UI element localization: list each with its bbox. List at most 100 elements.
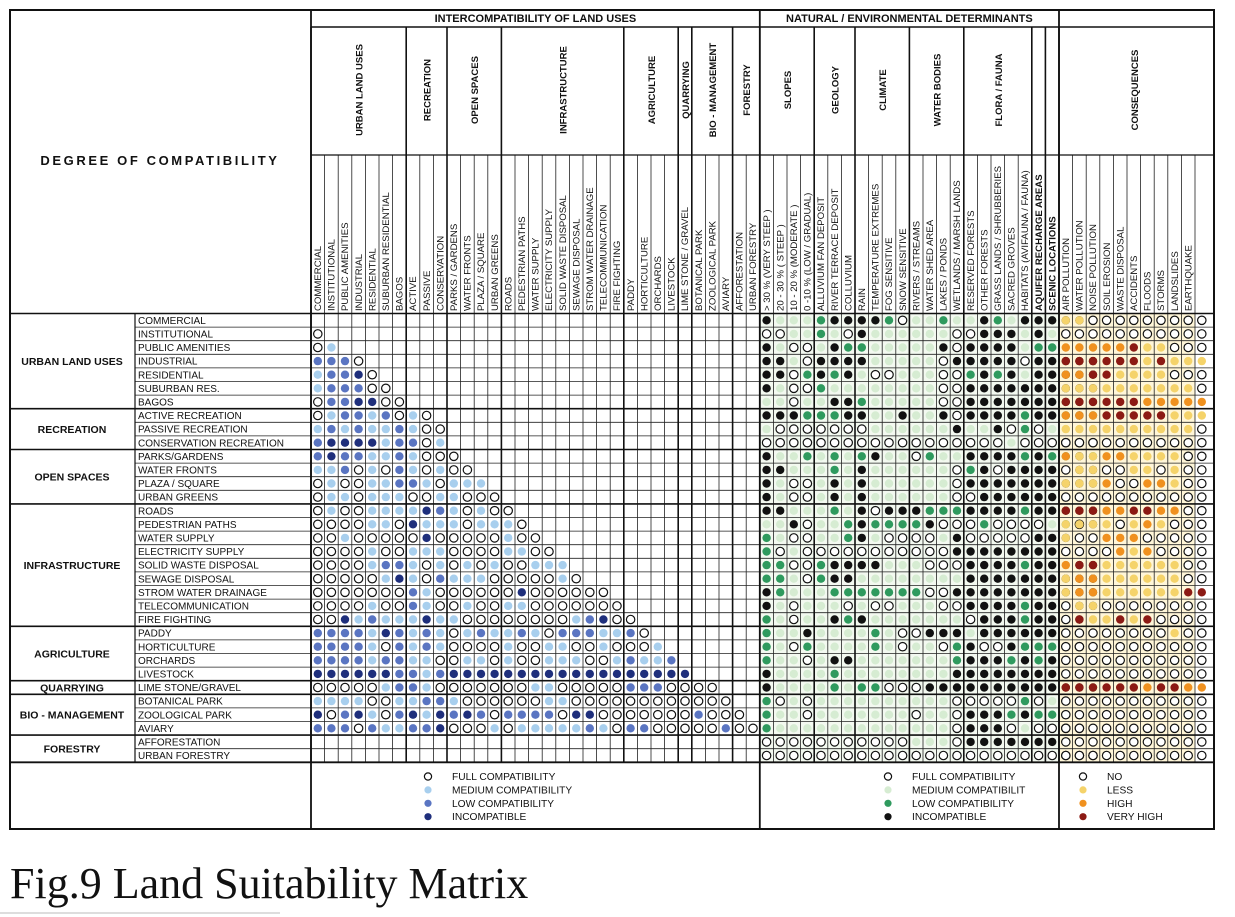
intercompat-dot: [313, 356, 322, 366]
environment-dot: [844, 397, 853, 407]
environment-dot: [912, 370, 921, 379]
environment-dot: [762, 642, 771, 651]
intercompat-dot: [408, 506, 418, 515]
intercompat-dot: [340, 533, 350, 543]
environment-dot: [993, 560, 1002, 570]
environment-dot: [816, 465, 826, 475]
environment-dot: [993, 492, 1002, 502]
environment-dot: [830, 452, 839, 461]
row-group-label: BIO - MANAGEMENT: [20, 710, 125, 722]
consequence-dot: [1075, 465, 1084, 475]
environment-dot: [925, 411, 934, 420]
intercompat-dot: [368, 438, 377, 447]
environment-dot: [803, 628, 812, 638]
environment-dot: [871, 356, 880, 366]
intercompat-dot: [326, 614, 337, 625]
environment-dot: [1033, 519, 1044, 530]
consequence-dot: [1156, 696, 1166, 706]
environment-dot: [1047, 723, 1057, 734]
environment-dot: [925, 343, 934, 352]
consequence-dot: [1142, 737, 1153, 747]
environment-dot: [803, 642, 812, 651]
environment-dot: [803, 683, 812, 692]
legend-swatch: [1078, 772, 1088, 781]
consequence-dot: [1115, 601, 1125, 611]
environment-dot: [980, 506, 989, 515]
consequence-dot: [1088, 615, 1098, 624]
intercompat-dot: [517, 710, 526, 719]
intercompat-dot: [612, 628, 622, 638]
intercompat-dot: [680, 669, 690, 679]
environment-dot: [1048, 479, 1057, 488]
intercompat-dot: [381, 656, 390, 665]
intercompat-dot: [463, 710, 472, 719]
consequence-dot: [1129, 356, 1139, 366]
intercompat-dot: [408, 560, 418, 570]
intercompat-dot: [353, 492, 364, 502]
intercompat-dot: [449, 506, 458, 515]
intercompat-dot: [436, 574, 445, 583]
intercompat-dot: [530, 696, 541, 706]
row-label: WATER FRONTS: [138, 466, 217, 477]
consequence-dot: [1184, 384, 1193, 393]
environment-dot: [775, 329, 785, 339]
column-label: COMMERCIAL: [313, 245, 324, 311]
environment-dot: [1034, 574, 1043, 583]
environment-dot: [898, 506, 907, 515]
intercompat-dot: [408, 696, 418, 706]
intercompat-dot: [408, 642, 418, 651]
environment-dot: [938, 356, 949, 366]
environment-dot: [979, 437, 989, 448]
environment-dot: [843, 424, 853, 434]
consequence-dot: [1143, 574, 1152, 583]
environment-dot: [993, 710, 1002, 719]
consequence-dot: [1061, 601, 1071, 611]
environment-dot: [789, 574, 798, 583]
environment-dot: [776, 588, 785, 597]
row-group-label: URBAN LAND USES: [21, 356, 123, 368]
environment-dot: [897, 628, 908, 638]
environment-dot: [938, 397, 949, 407]
row-label: FIRE FIGHTING: [138, 615, 212, 626]
row-group-label: QUARRYING: [40, 683, 104, 695]
intercompat-dot: [626, 628, 635, 638]
consequence-dot: [1101, 723, 1112, 734]
environment-dot: [776, 724, 785, 733]
consequence-dot: [1129, 533, 1139, 543]
consequence-dot: [1061, 424, 1071, 434]
column-label: NOISE POLLUTION: [1088, 224, 1099, 311]
environment-dot: [898, 452, 907, 461]
consequence-dot: [1170, 465, 1179, 475]
consequence-dot: [1156, 520, 1166, 529]
consequence-dot: [1061, 588, 1071, 597]
intercompat-dot: [517, 628, 526, 638]
intercompat-dot: [380, 465, 391, 475]
environment-dot: [912, 384, 921, 393]
intercompat-dot: [327, 696, 336, 706]
consequence-dot: [1088, 465, 1098, 475]
consequence-dot: [1156, 479, 1166, 488]
environment-dot: [966, 411, 975, 420]
intercompat-dot: [516, 641, 527, 652]
environment-dot: [802, 546, 813, 557]
intercompat-dot: [476, 614, 486, 625]
environment-dot: [952, 437, 962, 448]
intercompat-dot: [571, 587, 581, 598]
consequence-dot: [1129, 669, 1139, 679]
environment-dot: [870, 750, 881, 761]
consequence-dot: [1169, 709, 1180, 720]
intercompat-dot: [395, 492, 404, 502]
intercompat-dot: [476, 628, 486, 638]
intercompat-dot: [395, 560, 404, 570]
intercompat-dot: [476, 546, 486, 557]
environment-dot: [1007, 683, 1016, 692]
environment-dot: [803, 411, 812, 420]
consequence-dot: [1074, 709, 1085, 720]
intercompat-dot: [598, 696, 609, 706]
environment-dot: [775, 750, 785, 761]
intercompat-dot: [326, 682, 337, 693]
column-label: GRASS LANDS / SHRUBBERIES: [993, 166, 1004, 311]
consequence-dot: [1116, 506, 1125, 515]
environment-dot: [803, 615, 812, 624]
environment-dot: [912, 560, 921, 570]
